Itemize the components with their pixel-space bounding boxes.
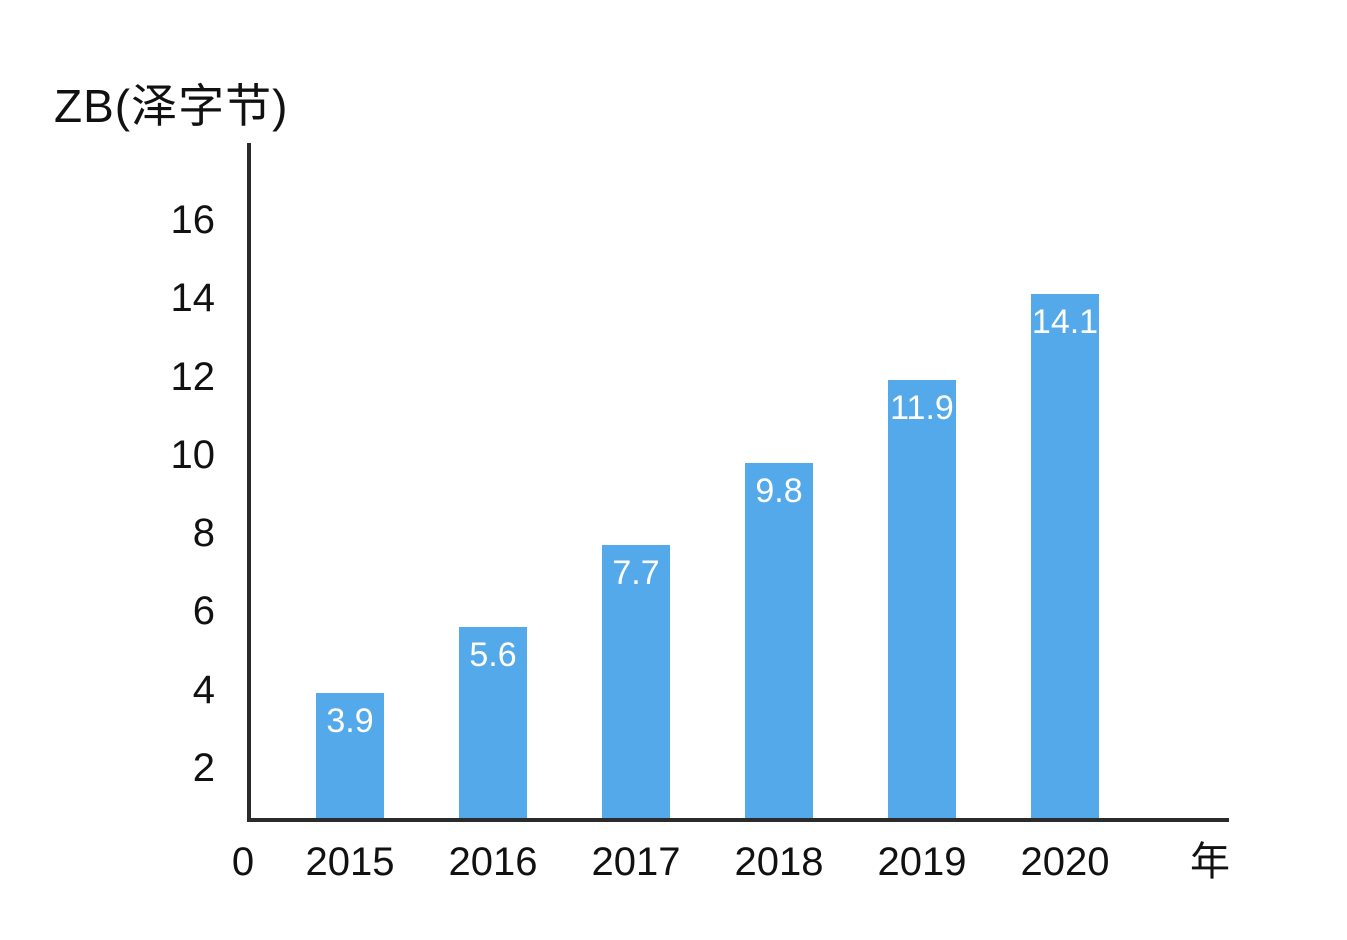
bar-2015: 3.9	[316, 693, 384, 820]
bar-value-label: 9.8	[755, 471, 803, 510]
x-axis-line	[247, 818, 1229, 822]
y-tick-label: 14	[170, 276, 216, 321]
y-tick-label: 16	[170, 198, 216, 242]
bar-value-label: 5.6	[469, 635, 517, 674]
chart-title: ZB(泽字节)	[54, 80, 289, 132]
x-tick-label-2015: 2015	[305, 840, 395, 884]
x-tick-label-2017: 2017	[591, 840, 681, 884]
y-tick-label: 8	[192, 511, 215, 555]
bar-2017: 7.7	[602, 544, 670, 820]
y-axis-line	[247, 143, 251, 822]
y-tick-label: 2	[192, 745, 215, 790]
bar-2020: 14.1	[1031, 294, 1099, 820]
x-origin-label: 0	[231, 840, 255, 884]
x-tick-label-2016: 2016	[448, 840, 538, 884]
bar-2019: 11.9	[888, 380, 956, 820]
x-tick-label-2018: 2018	[734, 840, 824, 884]
y-tick-label: 12	[170, 354, 216, 399]
bar-value-label: 7.7	[612, 553, 660, 592]
bar-value-label: 3.9	[326, 702, 374, 741]
bar-value-label: 14.1	[1031, 303, 1099, 342]
bar-value-label: 11.9	[890, 389, 954, 428]
x-tick-label-2019: 2019	[877, 840, 967, 884]
x-tick-label-2020: 2020	[1020, 840, 1110, 884]
y-tick-label: 10	[170, 432, 216, 477]
bar-2018: 9.8	[745, 462, 813, 820]
bar-2016: 5.6	[459, 626, 527, 820]
x-axis-unit-label: 年	[1190, 840, 1230, 884]
y-tick-label: 6	[192, 589, 215, 634]
y-tick-label: 4	[192, 667, 215, 712]
